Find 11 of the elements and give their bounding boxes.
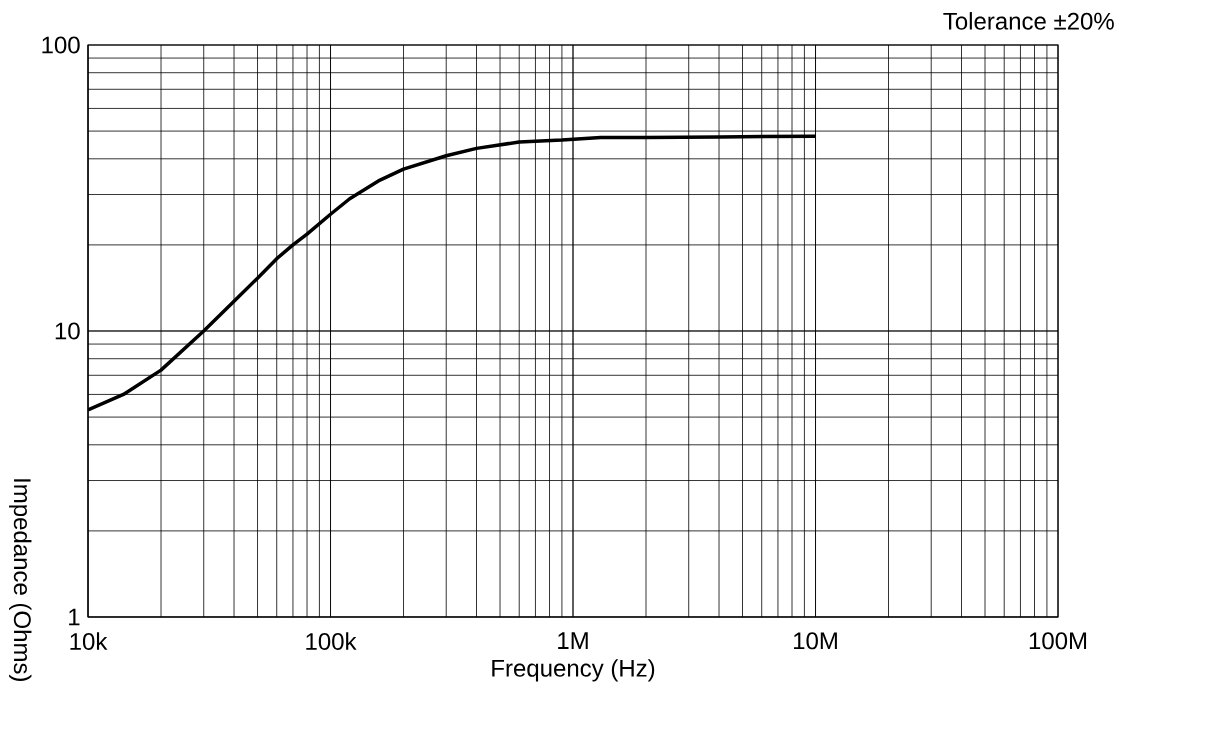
y-tick-label: 100: [42, 36, 80, 54]
x-tick-label: 1M: [558, 632, 588, 649]
y-tick-label: 1: [69, 608, 80, 626]
text: Tolerance ±20%: [943, 12, 1114, 30]
x-tick-label: 100M: [1029, 632, 1087, 650]
x-tick-label: 10k: [70, 632, 108, 650]
y-tick-label: 10: [55, 322, 80, 340]
y-axis-title: Impedance (Ohms): [9, 479, 32, 681]
x-tick-label: 10M: [793, 632, 837, 650]
x-axis-title: Frequency (Hz): [492, 659, 655, 682]
x-tick-label: 100k: [306, 632, 357, 650]
